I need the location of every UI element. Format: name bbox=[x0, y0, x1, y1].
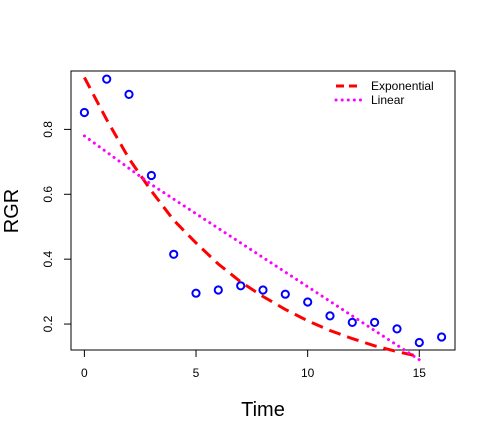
data-point bbox=[414, 337, 424, 348]
legend-label-exponential: Exponential bbox=[371, 79, 434, 93]
data-point bbox=[303, 297, 313, 307]
curves bbox=[82, 76, 421, 362]
data-point bbox=[213, 285, 223, 295]
y-axis: 0.2 0.4 0.6 0.8 bbox=[41, 121, 71, 332]
y-tick-label: 0.2 bbox=[41, 315, 55, 332]
legend: Exponential Linear bbox=[334, 79, 434, 107]
series-exponential-line bbox=[83, 76, 420, 358]
y-tick-label: 0.4 bbox=[41, 250, 55, 267]
series-linear-line bbox=[82, 134, 421, 362]
x-tick-label: 0 bbox=[81, 366, 88, 380]
data-point bbox=[79, 107, 90, 118]
data-point bbox=[169, 249, 179, 259]
legend-label-linear: Linear bbox=[371, 93, 404, 107]
x-tick-label: 15 bbox=[413, 366, 427, 380]
data-point bbox=[370, 317, 380, 327]
data-point bbox=[437, 332, 447, 342]
plot-frame bbox=[70, 70, 456, 351]
data-point bbox=[325, 311, 335, 321]
x-axis: 0 5 10 15 bbox=[81, 350, 426, 380]
data-point bbox=[236, 281, 246, 291]
data-point bbox=[280, 289, 290, 299]
data-point bbox=[347, 317, 357, 327]
data-point bbox=[102, 74, 112, 84]
x-tick-label: 10 bbox=[301, 366, 315, 380]
data-point bbox=[191, 288, 201, 298]
data-point bbox=[258, 285, 268, 295]
y-tick-label: 0.6 bbox=[41, 186, 55, 203]
data-point bbox=[146, 170, 156, 181]
y-tick-label: 0.8 bbox=[41, 121, 55, 138]
x-tick-label: 5 bbox=[193, 366, 200, 380]
y-axis-title: RGR bbox=[1, 189, 23, 233]
data-point bbox=[124, 89, 134, 100]
points bbox=[79, 74, 447, 348]
x-axis-title: Time bbox=[241, 399, 285, 421]
data-point bbox=[392, 324, 402, 334]
